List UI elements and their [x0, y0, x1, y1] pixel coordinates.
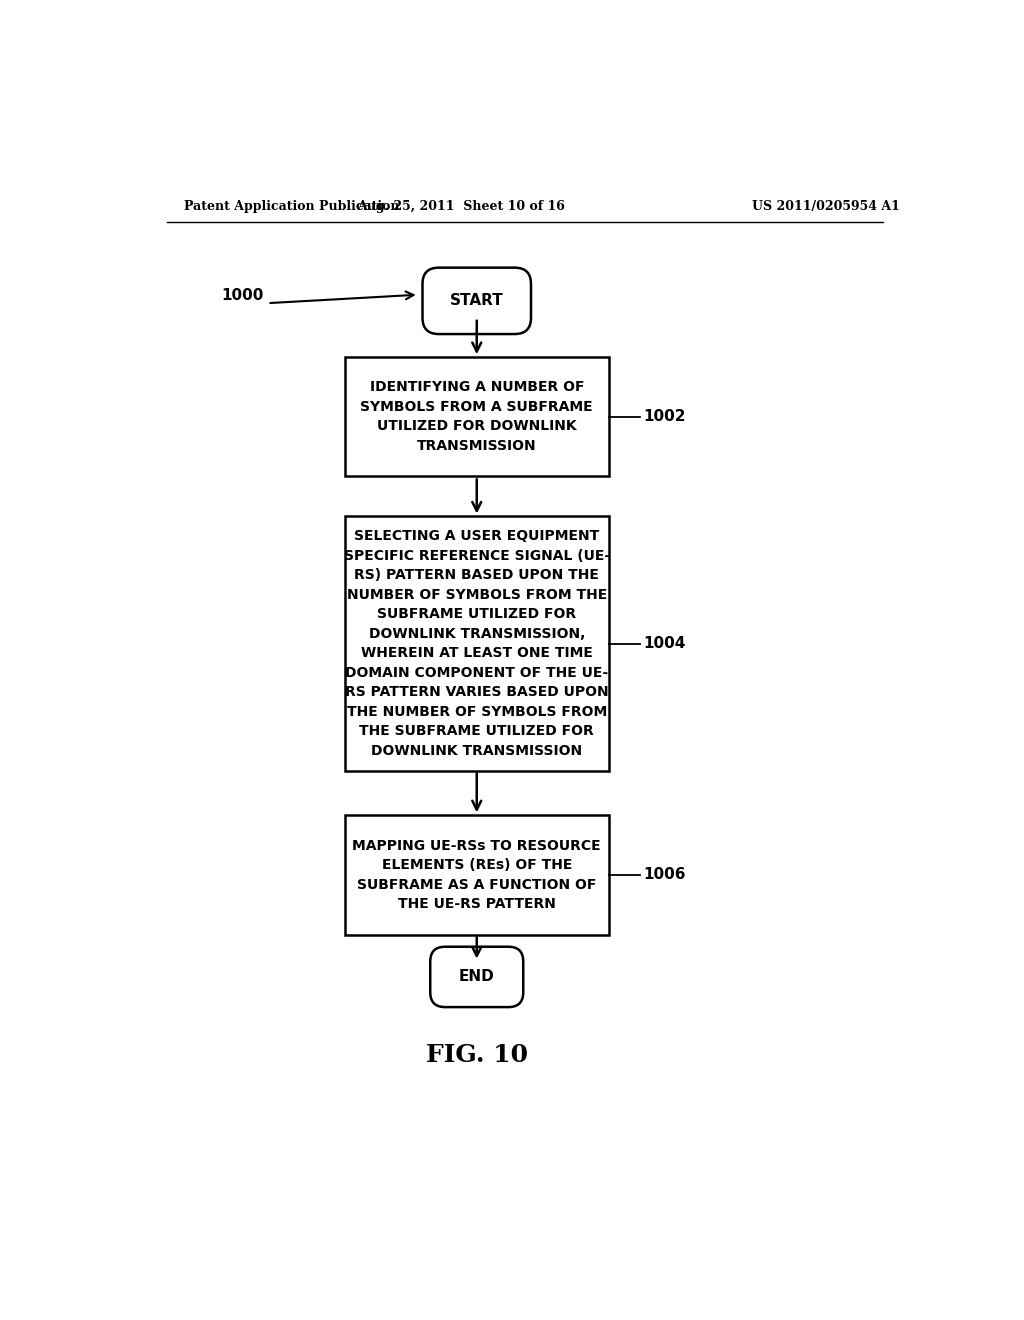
Text: SELECTING A USER EQUIPMENT
SPECIFIC REFERENCE SIGNAL (UE-
RS) PATTERN BASED UPON: SELECTING A USER EQUIPMENT SPECIFIC REFE… — [344, 529, 610, 758]
Bar — [345, 358, 608, 477]
FancyBboxPatch shape — [430, 946, 523, 1007]
Text: FIG. 10: FIG. 10 — [426, 1043, 527, 1068]
Text: Patent Application Publication: Patent Application Publication — [183, 199, 399, 213]
FancyBboxPatch shape — [423, 268, 531, 334]
Text: IDENTIFYING A NUMBER OF
SYMBOLS FROM A SUBFRAME
UTILIZED FOR DOWNLINK
TRANSMISSI: IDENTIFYING A NUMBER OF SYMBOLS FROM A S… — [360, 380, 593, 453]
Text: Aug. 25, 2011  Sheet 10 of 16: Aug. 25, 2011 Sheet 10 of 16 — [357, 199, 565, 213]
Text: US 2011/0205954 A1: US 2011/0205954 A1 — [752, 199, 899, 213]
Text: MAPPING UE-RSs TO RESOURCE
ELEMENTS (REs) OF THE
SUBFRAME AS A FUNCTION OF
THE U: MAPPING UE-RSs TO RESOURCE ELEMENTS (REs… — [352, 838, 601, 911]
Text: 1004: 1004 — [643, 636, 686, 651]
Bar — [345, 816, 608, 935]
Text: 1006: 1006 — [643, 867, 686, 882]
Text: 1000: 1000 — [221, 288, 263, 304]
Text: START: START — [450, 293, 504, 309]
Text: 1002: 1002 — [643, 409, 686, 424]
Text: END: END — [459, 969, 495, 985]
Bar — [345, 516, 608, 771]
